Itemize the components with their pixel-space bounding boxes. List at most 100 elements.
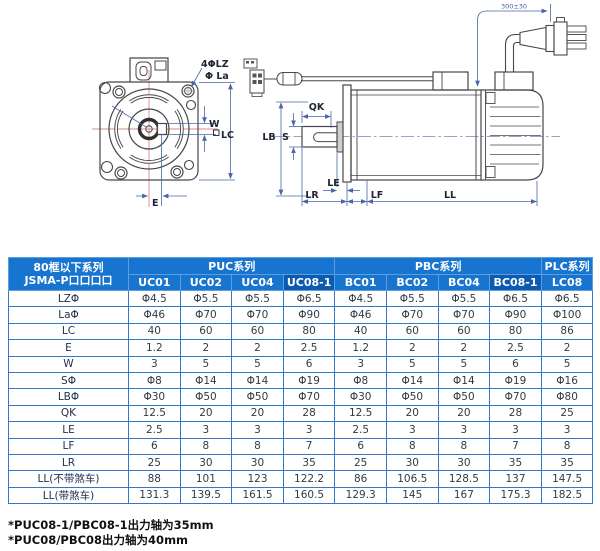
value-cell: Φ14: [385, 371, 439, 390]
terminal-box: [129, 57, 169, 82]
side-view: QK LB S LE LR LF LL 300±30: [243, 3, 587, 206]
shaft-shoulder: [336, 121, 344, 153]
value-cell: 167: [437, 486, 491, 505]
value-cell: Φ70: [385, 306, 439, 324]
row-label: LL(不带煞车): [8, 470, 129, 488]
value-cell: 128.5: [437, 470, 491, 488]
value-cell: 2: [179, 339, 233, 357]
shaft: [301, 125, 338, 148]
model-col-BC02: BC02: [385, 274, 439, 291]
value-cell: 40: [128, 322, 181, 341]
value-cell: Φ6.5: [540, 289, 594, 308]
value-cell: 12.5: [128, 404, 181, 423]
value-cell: Φ14: [231, 371, 284, 390]
value-cell: Φ50: [437, 388, 491, 406]
power-gland: [494, 71, 534, 91]
row-label: LL(带煞车): [8, 486, 129, 505]
value-cell: 5: [179, 355, 233, 373]
square-symbol: [213, 129, 220, 136]
value-cell: Φ100: [540, 306, 594, 324]
value-cell: Φ50: [385, 388, 439, 406]
value-cell: 80: [489, 322, 542, 341]
series-header-pbc: PBC系列: [334, 257, 542, 275]
model-col-BC08-1: BC08-1: [489, 274, 542, 291]
value-cell: 2: [437, 339, 491, 357]
value-cell: 5: [540, 355, 594, 373]
power-connector: [553, 17, 587, 56]
value-cell: Φ6.5: [282, 289, 336, 308]
terminal-box-slot: [139, 66, 148, 76]
motor-face-circle: [108, 88, 190, 170]
value-cell: Φ70: [282, 388, 336, 406]
value-cell: Φ50: [231, 388, 284, 406]
row-label: LZΦ: [8, 289, 129, 308]
value-cell: Φ14: [437, 371, 491, 390]
row-label: LC: [8, 322, 129, 341]
model-col-UC02: UC02: [179, 274, 233, 291]
value-cell: 35: [540, 453, 594, 472]
value-cell: 5: [231, 355, 284, 373]
model-col-UC08-1: UC08-1: [282, 274, 336, 291]
value-cell: 175.3: [489, 486, 542, 505]
table-row: LR 25 30 30 35 25 30 30 35 35: [8, 453, 594, 472]
spec-table: 80框以下系列 JSMA-P口口口口 PUC系列 PBC系列 PLC系列 UC0…: [8, 257, 594, 505]
value-cell: 3: [128, 355, 181, 373]
series-header-puc: PUC系列: [127, 257, 336, 275]
value-cell: 86: [540, 322, 594, 341]
value-cell: Φ19: [489, 371, 542, 390]
terminal-box-socket: [135, 61, 152, 81]
value-cell: 160.5: [282, 486, 336, 505]
table-row: LL(不带煞车) 88 101 123 122.2 86 106.5 128.5 137 147.…: [8, 470, 594, 488]
value-cell: 30: [385, 453, 439, 472]
model-col-LC08: LC08: [540, 274, 594, 291]
value-cell: 147.5: [540, 470, 594, 488]
value-cell: 129.3: [334, 486, 387, 505]
value-cell: 131.3: [128, 486, 181, 505]
value-cell: Φ5.5: [179, 289, 233, 308]
footnotes: *PUC08-1/PBC08-1出力轴为35mm *PUC08/PBC08出力轴…: [8, 518, 214, 548]
value-cell: Φ19: [282, 371, 336, 390]
dim-label-holes: 4ΦLZ: [201, 59, 229, 70]
row-label: LE: [8, 421, 129, 439]
encoder-cable: [264, 72, 433, 86]
value-cell: 60: [179, 322, 233, 341]
front-centerlines: [92, 70, 218, 207]
pilot-boss-circle: [128, 108, 170, 150]
value-cell: Φ5.5: [437, 289, 491, 308]
value-cell: Φ6.5: [489, 289, 542, 308]
value-cell: 30: [437, 453, 491, 472]
value-cell: Φ80: [540, 388, 594, 406]
table-row: LF 6 8 8 7 6 8 8 7 8: [8, 437, 594, 455]
value-cell: 60: [231, 322, 284, 341]
value-cell: Φ46: [334, 306, 387, 324]
value-cell: 2.5: [128, 421, 181, 439]
model-col-BC04: BC04: [437, 274, 491, 291]
table-row: QK 12.5 20 20 28 12.5 20 20 28 25: [8, 404, 594, 423]
row-label: SΦ: [8, 371, 129, 390]
flange-plate: [342, 84, 352, 183]
value-cell: 3: [437, 421, 491, 439]
value-cell: 88: [128, 470, 181, 488]
value-cell: Φ14: [179, 371, 233, 390]
keyway-slot: [313, 132, 337, 143]
model-header-row: UC01 UC02 UC04 UC08-1 BC01 BC02 BC04 BC08-1 LC08: [9, 274, 594, 291]
motor-body: [350, 89, 482, 181]
table-row: LBΦ Φ30 Φ50 Φ50 Φ70 Φ30 Φ50 Φ50 Φ70 Φ80: [8, 388, 594, 406]
dim-label-le: LE: [327, 178, 340, 189]
value-cell: Φ16: [540, 371, 594, 390]
value-cell: 2.5: [334, 421, 387, 439]
value-cell: 1.2: [128, 339, 181, 357]
value-cell: 101: [179, 470, 233, 488]
value-cell: 60: [437, 322, 491, 341]
value-cell: Φ8: [128, 371, 181, 390]
value-cell: Φ90: [489, 306, 542, 324]
value-cell: 1.2: [334, 339, 387, 357]
value-cell: Φ70: [437, 306, 491, 324]
value-cell: 5: [437, 355, 491, 373]
row-label: LF: [8, 437, 129, 455]
value-cell: Φ30: [334, 388, 387, 406]
footnote-1: *PUC08-1/PBC08-1出力轴为35mm: [8, 518, 214, 532]
value-cell: Φ46: [128, 306, 181, 324]
value-cell: 60: [385, 322, 439, 341]
value-cell: 139.5: [179, 486, 233, 505]
